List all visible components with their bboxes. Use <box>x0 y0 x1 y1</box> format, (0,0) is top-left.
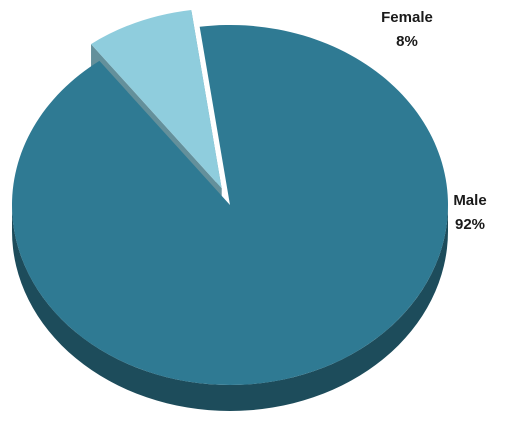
label-female-value: 8% <box>396 33 418 50</box>
pie-slices <box>11 9 449 411</box>
label-female: Female 8% <box>381 9 433 50</box>
label-male: Male 92% <box>453 192 486 233</box>
slice-female <box>91 9 222 189</box>
slice-male <box>11 24 449 385</box>
label-female-name: Female <box>381 9 433 26</box>
label-male-name: Male <box>453 192 486 209</box>
label-male-value: 92% <box>455 216 485 233</box>
